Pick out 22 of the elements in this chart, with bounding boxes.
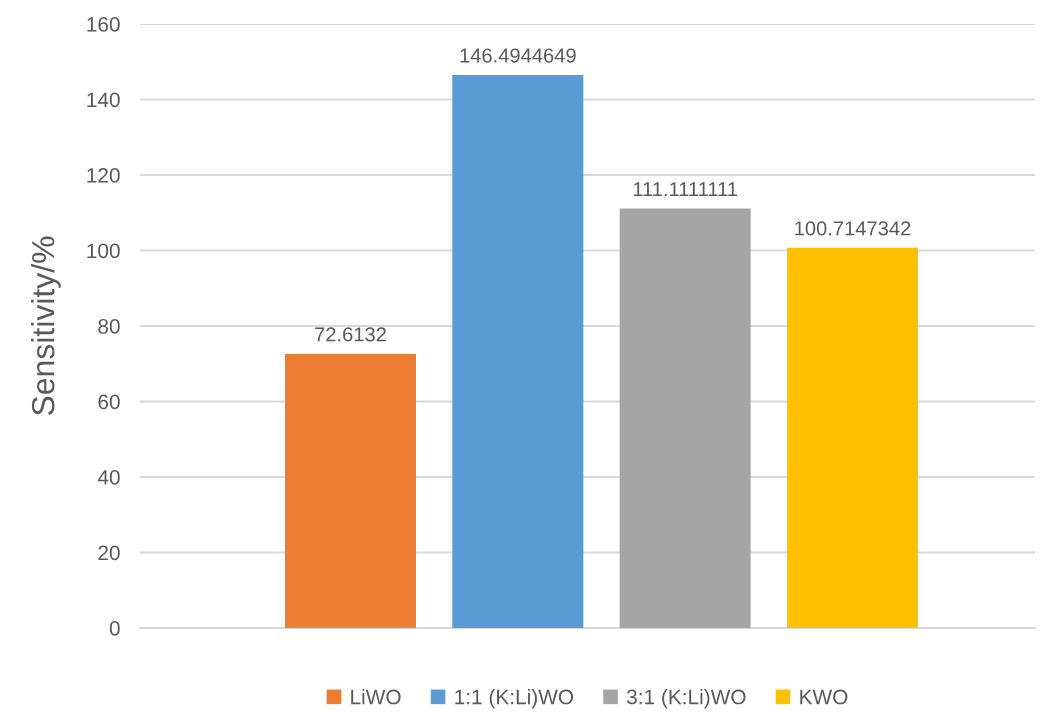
y-tick-label: 60 bbox=[98, 394, 120, 410]
data-label: 72.6132 bbox=[315, 327, 386, 342]
y-tick-label: 140 bbox=[87, 92, 120, 108]
legend-label: KWO bbox=[800, 689, 848, 705]
bar bbox=[786, 247, 918, 628]
data-label: 100.7147342 bbox=[795, 221, 911, 236]
y-tick-label: 160 bbox=[87, 17, 120, 32]
data-label: 146.4944649 bbox=[460, 48, 576, 63]
bar bbox=[284, 353, 416, 628]
legend-label: LiWO bbox=[351, 689, 401, 705]
y-tick-label: 100 bbox=[87, 243, 120, 259]
y-tick-label: 120 bbox=[87, 168, 120, 183]
y-tick-label: 40 bbox=[97, 470, 120, 485]
data-label: 111.1111111 bbox=[633, 182, 738, 197]
legend-label: 1:1 (K:Li)WO bbox=[455, 689, 574, 709]
bar bbox=[452, 74, 584, 628]
y-tick-label: 0 bbox=[109, 621, 120, 636]
legend-label: 3:1 (K:Li)WO bbox=[626, 689, 746, 709]
bar bbox=[619, 208, 751, 628]
y-tick-label: 80 bbox=[98, 319, 120, 334]
y-tick-label: 20 bbox=[98, 545, 120, 561]
y-axis-title: Sensitivity/% bbox=[31, 236, 61, 416]
